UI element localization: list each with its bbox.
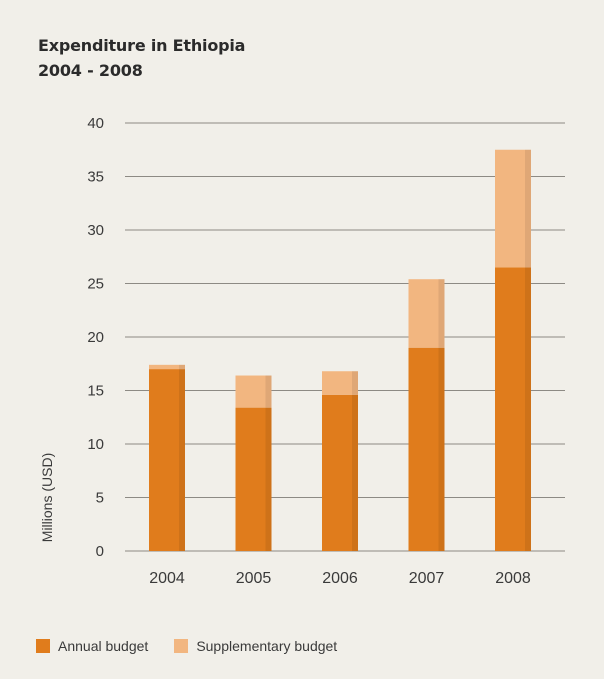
y-tick-label: 25 (87, 276, 104, 293)
x-tick-label: 2008 (495, 570, 531, 587)
chart-title-line-1: Expenditure in Ethiopia (38, 36, 246, 55)
x-tick-label: 2006 (322, 570, 358, 587)
bar-annual (235, 407, 272, 551)
bar-annual (495, 267, 531, 551)
y-tick-label: 10 (87, 436, 104, 453)
bar-annual (408, 347, 445, 551)
bar-supplementary (149, 364, 185, 370)
bar-supplementary (235, 375, 272, 408)
bar-supplementary (322, 371, 358, 395)
bar-annual (149, 369, 185, 551)
y-tick-label: 5 (96, 490, 104, 507)
legend-label-supplementary: Supplementary budget (196, 638, 338, 654)
bar-shade (438, 347, 445, 551)
bar-shade (352, 371, 358, 395)
chart-title-line-2: 2004 - 2008 (38, 61, 143, 80)
bar-shade (525, 267, 531, 551)
legend-item-annual: Annual budget (36, 638, 148, 654)
bar-shade (179, 369, 185, 551)
y-tick-label: 40 (87, 115, 104, 132)
bar-annual (322, 394, 358, 551)
y-tick-label: 30 (87, 222, 104, 239)
y-tick-label: 35 (87, 169, 104, 186)
x-tick-label: 2007 (409, 570, 445, 587)
bar-shade (525, 149, 531, 268)
x-tick-label: 2004 (149, 570, 185, 587)
bar-shade (265, 407, 272, 551)
y-tick-label: 15 (87, 383, 104, 400)
y-axis-label: Millions (USD) (39, 453, 55, 542)
bar-shade (438, 279, 445, 348)
legend-label-annual: Annual budget (58, 638, 149, 654)
y-tick-label: 0 (96, 543, 104, 560)
chart-legend: Annual budget Supplementary budget (36, 638, 363, 654)
bar-supplementary (408, 279, 445, 348)
y-tick-label: 20 (87, 329, 104, 346)
legend-swatch-annual (36, 639, 50, 653)
x-tick-label: 2005 (236, 570, 272, 587)
bar-supplementary (495, 149, 531, 268)
legend-swatch-supplementary (174, 639, 189, 653)
legend-item-supplementary: Supplementary budget (174, 638, 337, 654)
bar-shade (179, 364, 185, 370)
bar-shade (352, 394, 358, 551)
bar-shade (265, 375, 272, 408)
